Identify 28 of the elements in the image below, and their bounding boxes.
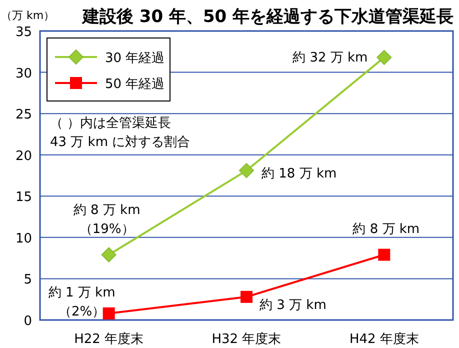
y-tick-label: 30 — [15, 66, 32, 82]
chart-title: 建設後 30 年、50 年を経過する下水道管渠延長 — [80, 7, 454, 27]
x-tick-label: H22 年度末 — [74, 331, 144, 347]
annotation: 約 1 万 km （2%） — [48, 285, 116, 320]
x-tick-label: H32 年度末 — [212, 331, 282, 347]
legend-label: 50 年経過 — [105, 77, 165, 92]
annotation: 約 32 万 km — [292, 50, 368, 66]
annotation: 約 18 万 km — [262, 166, 337, 182]
y-tick-label: 10 — [15, 231, 32, 246]
y-tick-label: 25 — [15, 108, 32, 123]
y-tick-label: 35 — [15, 25, 32, 40]
point — [239, 163, 254, 178]
point — [378, 248, 390, 261]
point — [102, 307, 115, 320]
annotation: （ ）内は全管渠延長 43 万 km に対する割合 — [50, 116, 190, 150]
point — [376, 50, 392, 65]
x-tick-label: H42 年度末 — [349, 331, 419, 347]
legend-label: 30 年経過 — [105, 51, 165, 66]
y-tick-label: 5 — [24, 272, 32, 288]
point — [240, 290, 252, 303]
y-tick-label: 15 — [15, 190, 32, 206]
point — [101, 247, 116, 262]
annotation: 約 8 万 km — [352, 222, 420, 237]
y-tick-label: 20 — [15, 148, 32, 164]
annotation: 約 8 万 km （19%） — [73, 202, 140, 237]
y-tick-label: 0 — [24, 314, 32, 329]
y-axis-title: （万 km） — [1, 9, 55, 22]
annotation: 約 3 万 km — [260, 298, 326, 313]
